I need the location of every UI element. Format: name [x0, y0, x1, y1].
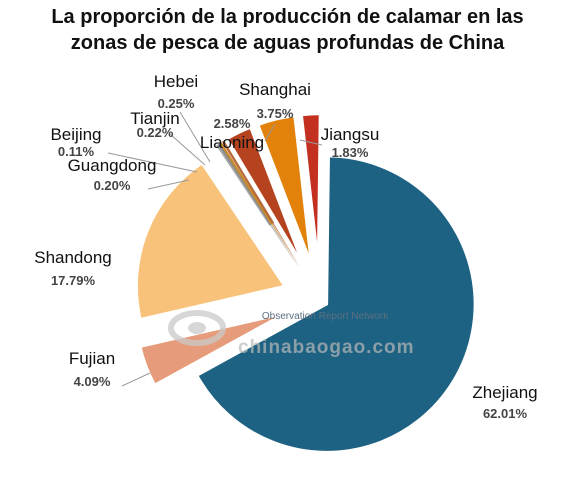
label-tianjin: Tianjin — [130, 109, 179, 128]
leader-beijing — [107, 152, 198, 173]
chart-title-line-1: La proporción de la producción de calama… — [51, 6, 524, 28]
value-liaoning: 2.58% — [214, 116, 251, 131]
value-shanghai: 3.75% — [257, 106, 294, 121]
slice-shanghai — [256, 114, 313, 264]
value-shandong: 17.79% — [51, 273, 96, 288]
leader-shanghai — [264, 123, 276, 142]
label-zhejiang: Zhejiang — [472, 383, 537, 402]
leader-jiangsu — [299, 139, 323, 146]
slice-guangdong-thin-mark — [216, 144, 272, 226]
slice-beijing-thin-mark — [217, 143, 273, 226]
label-shandong: Shandong — [34, 248, 112, 267]
slice-fujian — [138, 312, 286, 387]
slice-labels: Zhejiang 62.01% Fujian 4.09% Shandong 17.79% G… — [34, 72, 537, 421]
value-jiangsu: 1.83% — [332, 145, 369, 160]
label-hebei: Hebei — [154, 72, 198, 91]
watermark-logo-icon — [168, 310, 226, 346]
watermark: Observation Report Network chinabaogao.c… — [168, 310, 415, 358]
label-beijing: Beijing — [50, 125, 101, 144]
pie-slices — [135, 112, 477, 454]
value-guangdong: 0.20% — [94, 178, 131, 193]
value-tianjin: 0.22% — [137, 125, 174, 140]
leader-lines — [107, 111, 323, 387]
slice-zhejiang — [195, 154, 477, 454]
slice-liaoning — [225, 125, 305, 267]
watermark-text-big: chinabaogao.com — [238, 337, 415, 358]
value-zhejiang: 62.01% — [483, 406, 528, 421]
leader-hebei — [179, 111, 211, 163]
leader-fujian — [121, 372, 151, 387]
value-hebei: 0.25% — [158, 96, 195, 111]
chart-title: La proporción de la producción de calama… — [0, 4, 575, 56]
label-guangdong: Guangdong — [68, 156, 157, 175]
slice-jiangsu — [300, 112, 322, 263]
value-beijing: 0.11% — [58, 144, 95, 159]
leader-tianjin — [169, 133, 206, 166]
label-liaoning: Liaoning — [200, 133, 264, 152]
leader-guangdong — [147, 179, 190, 190]
slice-hebei-thin-mark — [222, 140, 275, 224]
watermark-text-small: Observation Report Network — [262, 311, 389, 322]
slice-shandong — [135, 161, 287, 321]
slice-tianjin-thin-mark — [219, 142, 273, 225]
label-fujian: Fujian — [69, 349, 115, 368]
value-fujian: 4.09% — [74, 374, 111, 389]
label-jiangsu: Jiangsu — [321, 125, 380, 144]
label-shanghai: Shanghai — [239, 80, 311, 99]
chart-title-line-2: zonas de pesca de aguas profundas de Chi… — [70, 32, 505, 54]
